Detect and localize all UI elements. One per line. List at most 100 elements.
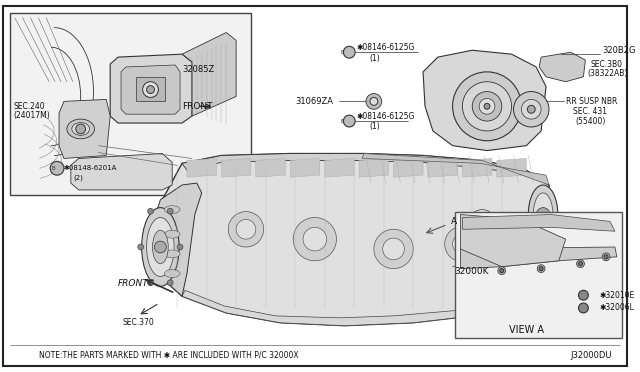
Text: (24017M): (24017M) <box>14 110 51 120</box>
Text: A: A <box>451 217 457 226</box>
Polygon shape <box>110 54 192 123</box>
Polygon shape <box>428 158 458 177</box>
Circle shape <box>527 105 535 113</box>
Text: FRONT: FRONT <box>118 279 149 288</box>
Text: SEC.370: SEC.370 <box>123 318 155 327</box>
Circle shape <box>536 208 550 221</box>
Polygon shape <box>539 52 586 82</box>
Circle shape <box>167 208 173 214</box>
Polygon shape <box>136 77 165 102</box>
Circle shape <box>602 253 610 261</box>
Polygon shape <box>182 290 511 326</box>
Circle shape <box>148 280 154 286</box>
Ellipse shape <box>533 193 553 236</box>
Text: ✱32006L: ✱32006L <box>599 304 634 312</box>
Circle shape <box>167 280 173 286</box>
Polygon shape <box>324 158 354 177</box>
Text: FRONT: FRONT <box>182 102 212 111</box>
Text: (2): (2) <box>74 175 84 182</box>
Polygon shape <box>182 32 236 116</box>
Circle shape <box>539 267 543 270</box>
Polygon shape <box>152 154 551 326</box>
Circle shape <box>148 208 154 214</box>
Text: SEC.3B0: SEC.3B0 <box>590 60 622 68</box>
Ellipse shape <box>164 250 180 258</box>
Ellipse shape <box>141 208 179 286</box>
Circle shape <box>138 244 143 250</box>
Circle shape <box>236 219 256 239</box>
Text: 320B2G: 320B2G <box>602 46 636 55</box>
Circle shape <box>445 226 480 262</box>
Circle shape <box>579 262 582 266</box>
Text: ✱08148-6201A: ✱08148-6201A <box>64 165 117 171</box>
Circle shape <box>370 97 378 105</box>
Text: (55400): (55400) <box>575 116 606 126</box>
Polygon shape <box>256 158 285 177</box>
Text: (1): (1) <box>369 122 380 131</box>
Polygon shape <box>394 158 423 177</box>
Circle shape <box>500 269 504 273</box>
Text: SEC.240: SEC.240 <box>14 102 45 111</box>
Circle shape <box>76 124 86 134</box>
Polygon shape <box>463 215 615 231</box>
Circle shape <box>154 241 166 253</box>
Text: ✱08146-6125G: ✱08146-6125G <box>356 43 415 52</box>
Text: B: B <box>51 166 55 171</box>
Polygon shape <box>463 158 492 177</box>
Circle shape <box>479 99 495 114</box>
Circle shape <box>303 227 326 251</box>
Polygon shape <box>59 99 110 158</box>
Circle shape <box>374 229 413 269</box>
Polygon shape <box>221 158 251 177</box>
Circle shape <box>344 46 355 58</box>
Text: ✱32010E: ✱32010E <box>599 291 634 300</box>
Text: RR SUSP NBR: RR SUSP NBR <box>566 97 617 106</box>
Polygon shape <box>182 154 549 185</box>
Text: 32085Z: 32085Z <box>182 65 214 74</box>
Circle shape <box>228 212 264 247</box>
Text: SEC. 431: SEC. 431 <box>573 107 607 116</box>
Polygon shape <box>71 154 172 190</box>
Text: B: B <box>340 50 344 55</box>
Circle shape <box>484 103 490 109</box>
Text: NOTE:THE PARTS MARKED WITH ✱ ARE INCLUDED WITH P/C 32000X: NOTE:THE PARTS MARKED WITH ✱ ARE INCLUDE… <box>39 351 299 360</box>
Circle shape <box>147 86 154 93</box>
Circle shape <box>472 92 502 121</box>
Text: J32000DU: J32000DU <box>571 351 612 360</box>
Polygon shape <box>460 215 566 267</box>
Circle shape <box>537 265 545 273</box>
Ellipse shape <box>147 218 174 276</box>
Text: (1): (1) <box>369 54 380 62</box>
Polygon shape <box>359 158 388 177</box>
Polygon shape <box>497 158 526 177</box>
Bar <box>454 212 622 337</box>
Circle shape <box>383 238 404 260</box>
Circle shape <box>143 82 158 97</box>
Ellipse shape <box>164 270 180 278</box>
Circle shape <box>366 93 381 109</box>
Circle shape <box>344 115 355 127</box>
Circle shape <box>577 260 584 268</box>
Text: 31069ZA: 31069ZA <box>295 97 333 106</box>
Polygon shape <box>187 158 216 177</box>
Ellipse shape <box>72 122 90 135</box>
Circle shape <box>579 290 588 300</box>
Circle shape <box>498 267 506 275</box>
Bar <box>10 13 251 195</box>
Polygon shape <box>121 65 180 114</box>
Circle shape <box>293 218 337 261</box>
Ellipse shape <box>67 119 95 139</box>
Circle shape <box>177 244 183 250</box>
Ellipse shape <box>529 185 558 244</box>
Circle shape <box>452 72 522 141</box>
Circle shape <box>604 255 608 259</box>
Polygon shape <box>423 50 546 151</box>
Circle shape <box>463 82 511 131</box>
Text: ✱08146-6125G: ✱08146-6125G <box>356 112 415 121</box>
Text: 32000K: 32000K <box>454 267 489 276</box>
Polygon shape <box>290 158 320 177</box>
Ellipse shape <box>164 206 180 214</box>
Text: B: B <box>340 119 344 124</box>
Ellipse shape <box>152 230 168 264</box>
Circle shape <box>452 234 472 254</box>
